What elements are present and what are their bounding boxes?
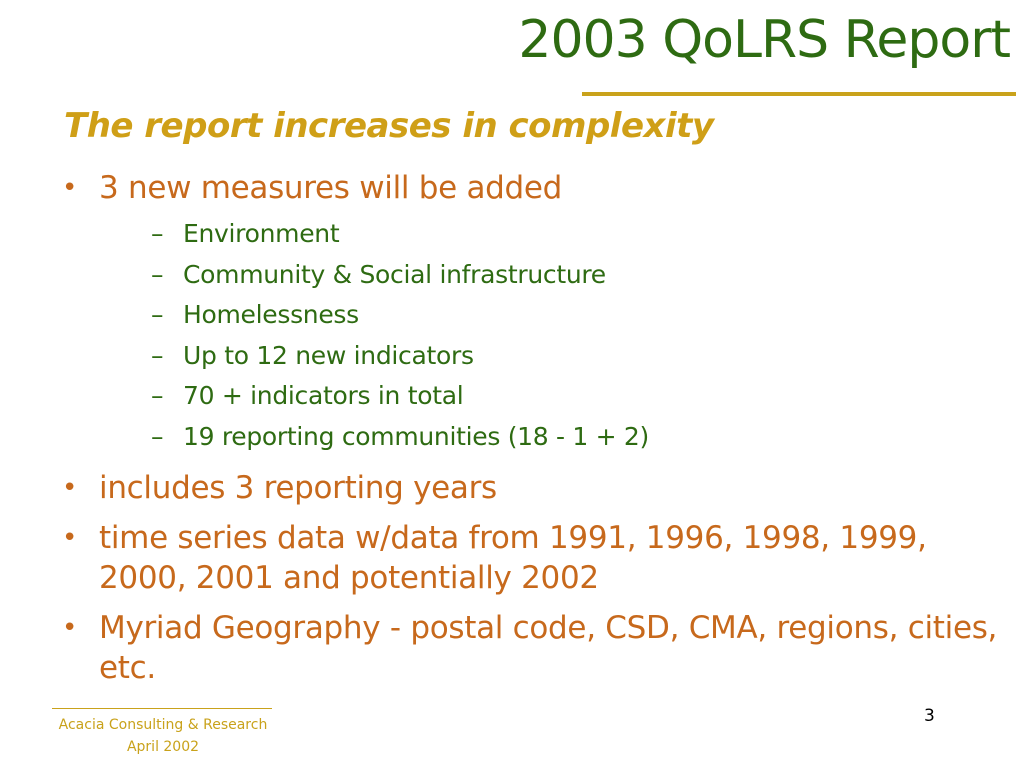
bullet-text: time series data w/data from 1991, 1996,… bbox=[99, 519, 927, 596]
bullet-marker: • bbox=[62, 612, 78, 643]
sub-bullet-text: Up to 12 new indicators bbox=[183, 340, 474, 370]
bullet-marker: • bbox=[62, 522, 78, 553]
bullet-item: • Myriad Geography - postal code, CSD, C… bbox=[62, 608, 1002, 688]
bullet-item: • includes 3 reporting years bbox=[62, 468, 1002, 508]
sub-bullet-text: 19 reporting communities (18 - 1 + 2) bbox=[183, 421, 649, 451]
bullet-marker: • bbox=[62, 173, 78, 203]
bullet-text: Myriad Geography - postal code, CSD, CMA… bbox=[99, 609, 998, 686]
sub-bullet-marker: – bbox=[151, 219, 164, 248]
sub-bullet-marker: – bbox=[151, 381, 164, 411]
bullet-list: • 3 new measures will be added – Environ… bbox=[62, 168, 1002, 688]
page-number: 3 bbox=[924, 706, 935, 726]
sub-bullet-text: Homelessness bbox=[183, 300, 359, 330]
title-underline bbox=[582, 92, 1016, 96]
sub-bullet-text: Community & Social infrastructure bbox=[183, 259, 606, 289]
sub-bullet-text: 70 + indicators in total bbox=[183, 381, 464, 411]
footer-date: April 2002 bbox=[126, 739, 200, 755]
bullet-item: • time series data w/data from 1991, 199… bbox=[62, 518, 1002, 598]
footer-company: Acacia Consulting & Research bbox=[58, 717, 268, 733]
sub-bullet-item: – Environment bbox=[99, 214, 1002, 255]
bullet-text: 3 new measures will be added bbox=[99, 170, 563, 206]
sub-bullet-marker: – bbox=[151, 259, 164, 289]
bullet-item: • 3 new measures will be added – Environ… bbox=[62, 168, 1002, 458]
sub-bullet-item: – Community & Social infrastructure bbox=[99, 255, 1002, 296]
bullet-text: includes 3 reporting years bbox=[99, 469, 497, 506]
sub-bullet-text: Environment bbox=[183, 219, 340, 248]
sub-bullet-marker: – bbox=[151, 421, 164, 451]
slide-subtitle: The report increases in complexity bbox=[64, 106, 714, 146]
sub-bullet-list: – Environment – Community & Social infra… bbox=[99, 214, 1002, 458]
slide-title: 2003 QoLRS Report bbox=[518, 10, 1011, 70]
sub-bullet-item: – 70 + indicators in total bbox=[99, 376, 1002, 417]
footer: Acacia Consulting & Research April 2002 bbox=[52, 714, 274, 758]
sub-bullet-item: – 19 reporting communities (18 - 1 + 2) bbox=[99, 417, 1002, 458]
footer-divider bbox=[52, 708, 272, 709]
sub-bullet-item: – Up to 12 new indicators bbox=[99, 336, 1002, 377]
bullet-marker: • bbox=[62, 472, 78, 503]
sub-bullet-item: – Homelessness bbox=[99, 295, 1002, 336]
sub-bullet-marker: – bbox=[151, 300, 164, 330]
sub-bullet-marker: – bbox=[151, 340, 164, 370]
